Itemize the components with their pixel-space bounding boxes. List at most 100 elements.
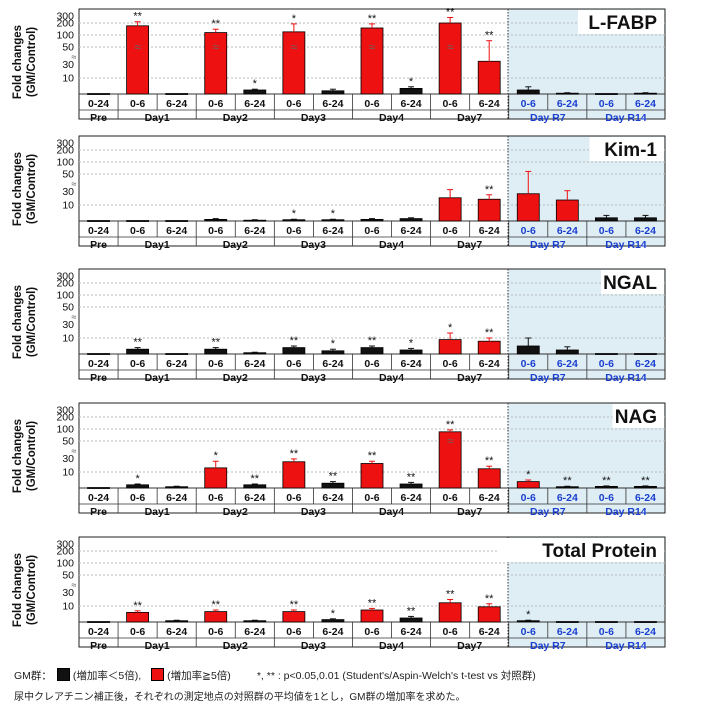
total-protein-sig-Day7_0-6: ** — [446, 588, 455, 600]
kim-1-interval-DayR7_0-6: 0-6 — [521, 225, 536, 237]
ngal-bar-Day7_6-24 — [477, 340, 501, 355]
l-fabp-bar-Day3_6-24 — [321, 90, 345, 95]
nag-sig-Day3_0-6: ** — [290, 448, 299, 460]
total-protein-interval-Pre_0-24: 0-24 — [88, 626, 109, 638]
ngal-interval-Day3_6-24: 6-24 — [322, 358, 343, 370]
ngal-ytick-label: 200 — [56, 278, 74, 290]
l-fabp-bar-break-Day1_0-6: ≈ — [134, 40, 141, 54]
kim-1-bar-Day2_0-6 — [204, 218, 228, 222]
nag-sig-Day7_0-6: ** — [446, 419, 455, 431]
l-fabp-interval-DayR7_0-6: 0-6 — [521, 98, 536, 110]
nag-bar-Pre_0-24 — [87, 487, 110, 489]
l-fabp-sig-Day2_6-24: * — [253, 78, 258, 90]
nag-group-day3: Day3 — [301, 506, 326, 518]
total-protein-interval-Day1_6-24: 6-24 — [166, 626, 187, 638]
total-protein-sig-Day3_0-6: ** — [290, 599, 299, 611]
total-protein-bar-Day3_0-6 — [282, 611, 306, 623]
kim-1-bar-Day7_6-24 — [477, 198, 501, 222]
legend-red-swatch — [151, 668, 165, 681]
ngal-ylabel: Fold changes — [12, 285, 24, 359]
total-protein-title: Total Protein — [542, 541, 657, 562]
l-fabp-sig-Day3_0-6: * — [292, 13, 297, 25]
kim-1-ytick-label: 50 — [62, 169, 74, 181]
nag-sig-DayR14_6-24: ** — [641, 475, 650, 487]
nag-sig-Day7_6-24: ** — [485, 455, 494, 467]
total-protein-bar-Day4_0-6 — [360, 609, 384, 623]
l-fabp-bar-DayR14_6-24 — [634, 92, 657, 95]
nag-interval-Day1_6-24: 6-24 — [166, 492, 187, 504]
l-fabp-ytick-label: 300 — [56, 11, 74, 23]
l-fabp-interval-Day7_0-6: 0-6 — [443, 98, 458, 110]
nag-group-day4: Day4 — [379, 506, 404, 518]
nag-ylabel: Fold changes — [12, 419, 24, 493]
ngal-sig-Day2_0-6: ** — [211, 337, 220, 349]
nag-bar-Day1_0-6 — [126, 484, 149, 489]
kim-1-group-day7: Day7 — [457, 239, 482, 251]
nag-bar-Day4_6-24 — [399, 483, 423, 489]
l-fabp-interval-Pre_0-24: 0-24 — [88, 98, 109, 110]
kim-1-interval-Day1_6-24: 6-24 — [166, 225, 187, 237]
l-fabp-interval-DayR14_6-24: 6-24 — [635, 98, 656, 110]
total-protein-bar-Pre_0-24 — [87, 621, 110, 623]
total-protein-interval-Day1_0-6: 0-6 — [130, 626, 145, 638]
total-protein-interval-Day2_0-6: 0-6 — [208, 626, 223, 638]
nag-ytick-label: 200 — [56, 412, 74, 424]
total-protein-ytick-label: 10 — [62, 601, 74, 613]
ngal-bar-Day4_0-6 — [360, 347, 384, 355]
l-fabp-ytick-label: 10 — [62, 73, 74, 85]
l-fabp-interval-Day3_0-6: 0-6 — [286, 98, 301, 110]
ngal-group-pre: Pre — [90, 372, 107, 384]
ngal-sig-Day7_6-24: ** — [485, 327, 494, 339]
l-fabp-bar-break-Day7_0-6: ≈ — [447, 40, 454, 54]
l-fabp-ytick-label: 100 — [56, 30, 74, 42]
nag-bar-Day4_0-6 — [360, 463, 384, 489]
nag-ytick-label: 30 — [62, 453, 74, 465]
total-protein-group-dayr14: Day R14 — [605, 640, 647, 652]
nag-ylabel-units: (GM/Control) — [26, 421, 38, 491]
l-fabp-sig-Day7_0-6: ** — [446, 6, 455, 18]
ngal-interval-Day3_0-6: 0-6 — [286, 358, 301, 370]
l-fabp-group-day4: Day4 — [379, 112, 404, 124]
total-protein-ytick-label: 300 — [56, 539, 74, 551]
l-fabp-ylabel-units: (GM/Control) — [26, 27, 38, 97]
ngal-bar-DayR14_6-24 — [634, 353, 657, 355]
nag-interval-Day4_6-24: 6-24 — [401, 492, 422, 504]
l-fabp-group-day7: Day7 — [457, 112, 482, 124]
total-protein-ytick-label: 30 — [62, 587, 74, 599]
l-fabp-interval-Day3_6-24: 6-24 — [322, 98, 343, 110]
ngal-ytick-label: 30 — [62, 319, 74, 331]
total-protein-group-pre: Pre — [90, 640, 107, 652]
l-fabp-interval-Day2_0-6: 0-6 — [208, 98, 223, 110]
nag-interval-DayR14_0-6: 0-6 — [599, 492, 614, 504]
kim-1-interval-DayR14_6-24: 6-24 — [635, 225, 656, 237]
total-protein-bar-Day7_6-24 — [477, 606, 501, 623]
kim-1-interval-Day4_6-24: 6-24 — [401, 225, 422, 237]
nag-interval-Day7_0-6: 0-6 — [443, 492, 458, 504]
kim-1-bar-DayR14_6-24 — [634, 217, 657, 222]
l-fabp-group-day3: Day3 — [301, 112, 326, 124]
total-protein-interval-Day3_0-6: 0-6 — [286, 626, 301, 638]
total-protein-ytick-label: 100 — [56, 558, 74, 570]
l-fabp-interval-Day4_0-6: 0-6 — [364, 98, 379, 110]
kim-1-sig-Day3_0-6: * — [292, 208, 297, 220]
ngal-bar-Day1_6-24 — [165, 353, 189, 355]
nag-sig-DayR7_0-6: * — [526, 469, 531, 481]
l-fabp-interval-Day1_0-6: 0-6 — [130, 98, 145, 110]
ngal-axis-break: ≈ — [72, 312, 77, 322]
kim-1-interval-DayR7_6-24: 6-24 — [557, 225, 578, 237]
l-fabp-bar-Day1_0-6 — [126, 25, 149, 95]
total-protein-interval-Day7_6-24: 6-24 — [479, 626, 500, 638]
nag-group-day1: Day1 — [145, 506, 170, 518]
ngal-ylabel-units: (GM/Control) — [26, 287, 38, 357]
l-fabp-plot-frame — [78, 8, 666, 120]
kim-1-bar-Pre_0-24 — [87, 220, 110, 222]
total-protein-axis-break: ≈ — [72, 580, 77, 590]
kim-1-sig-Day3_6-24: * — [331, 208, 336, 220]
nag-group-pre: Pre — [90, 506, 107, 518]
total-protein-ytick-label: 50 — [62, 570, 74, 582]
ngal-group-day4: Day4 — [379, 372, 404, 384]
nag-sig-Day1_0-6: * — [135, 473, 140, 485]
l-fabp-interval-Day7_6-24: 6-24 — [479, 98, 500, 110]
l-fabp-bar-break-Day3_0-6: ≈ — [291, 40, 298, 54]
